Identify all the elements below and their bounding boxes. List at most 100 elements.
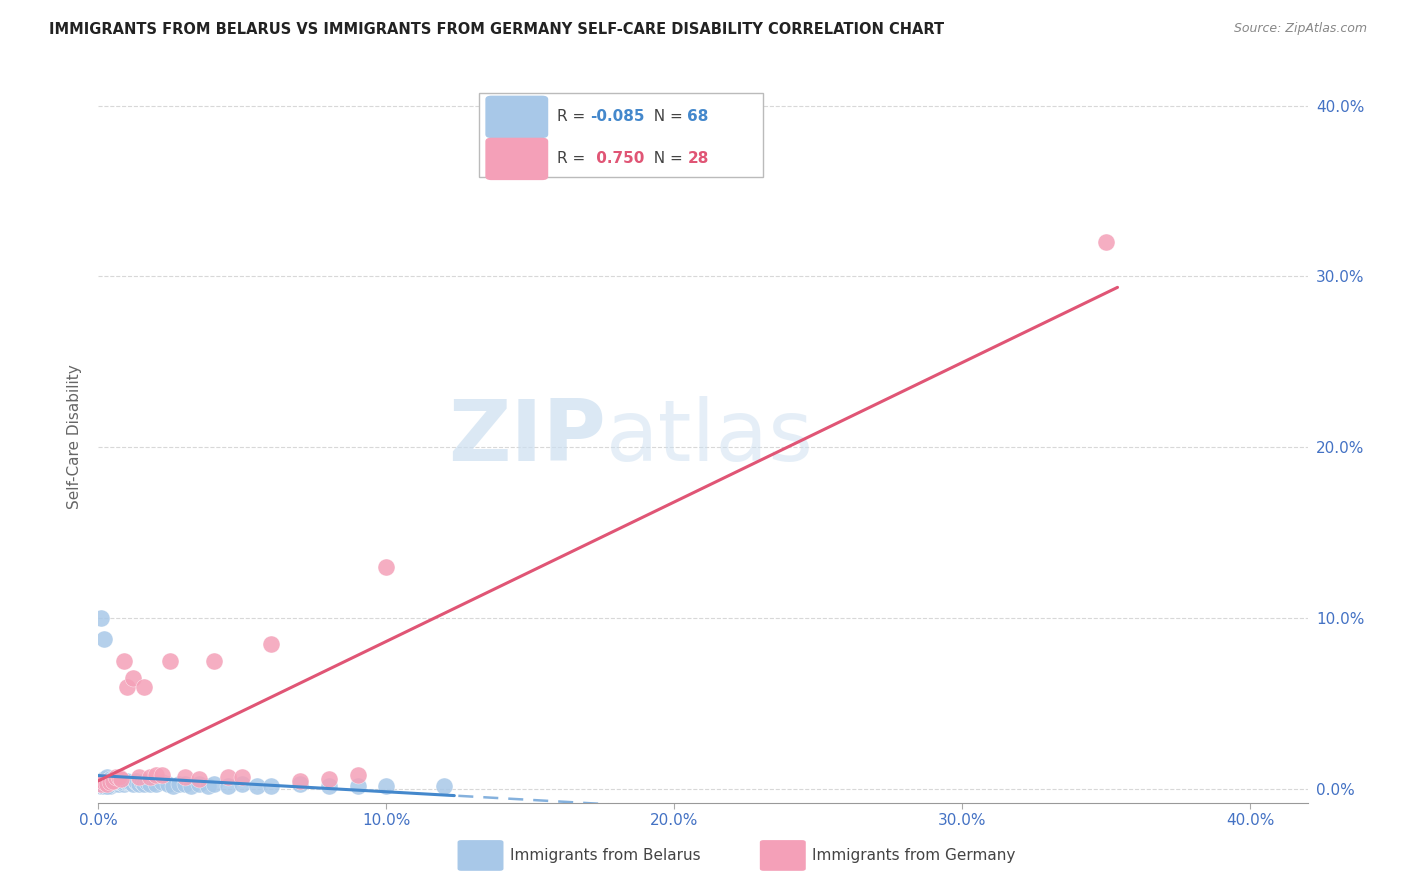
Point — [112, 777, 135, 791]
Point — [93, 773, 115, 788]
Point — [107, 770, 129, 784]
Point — [107, 777, 129, 791]
Point — [375, 779, 398, 793]
Point — [139, 770, 162, 784]
Point — [188, 777, 211, 791]
Point — [125, 775, 148, 789]
Point — [115, 680, 138, 694]
Point — [96, 777, 118, 791]
Point — [217, 770, 239, 784]
Point — [90, 779, 112, 793]
Point — [180, 779, 202, 793]
Point — [93, 777, 115, 791]
Point — [288, 773, 311, 788]
Point — [128, 770, 150, 784]
Text: 68: 68 — [688, 110, 709, 124]
FancyBboxPatch shape — [479, 94, 763, 178]
Point — [96, 779, 118, 793]
Point — [112, 775, 135, 789]
Point — [90, 777, 112, 791]
Point — [288, 777, 311, 791]
Point — [202, 654, 225, 668]
FancyBboxPatch shape — [759, 840, 806, 871]
Point — [101, 775, 124, 789]
Point — [96, 777, 118, 791]
Point — [122, 671, 145, 685]
Point — [93, 775, 115, 789]
Point — [104, 773, 127, 788]
Point — [98, 775, 121, 789]
Point — [150, 775, 173, 789]
Point — [112, 654, 135, 668]
Point — [96, 772, 118, 786]
Point — [93, 632, 115, 646]
Text: 0.750: 0.750 — [591, 152, 644, 167]
Text: atlas: atlas — [606, 395, 814, 479]
Point — [145, 768, 167, 782]
Point — [98, 773, 121, 788]
Point — [1095, 235, 1118, 250]
Point — [90, 611, 112, 625]
Point — [110, 772, 132, 786]
Point — [131, 775, 153, 789]
Point — [173, 770, 195, 784]
Point — [136, 775, 159, 789]
Point — [96, 775, 118, 789]
Text: Source: ZipAtlas.com: Source: ZipAtlas.com — [1233, 22, 1367, 36]
Point — [159, 654, 181, 668]
Point — [104, 775, 127, 789]
Text: R =: R = — [557, 110, 589, 124]
Point — [318, 779, 340, 793]
Text: IMMIGRANTS FROM BELARUS VS IMMIGRANTS FROM GERMANY SELF-CARE DISABILITY CORRELAT: IMMIGRANTS FROM BELARUS VS IMMIGRANTS FR… — [49, 22, 945, 37]
Point — [128, 777, 150, 791]
Point — [93, 775, 115, 789]
Text: Immigrants from Belarus: Immigrants from Belarus — [509, 848, 700, 863]
Point — [115, 773, 138, 788]
Point — [104, 777, 127, 791]
Point — [101, 773, 124, 788]
Point — [145, 777, 167, 791]
Point — [246, 779, 269, 793]
Point — [101, 777, 124, 791]
Point — [346, 779, 368, 793]
Point — [101, 772, 124, 786]
Text: Immigrants from Germany: Immigrants from Germany — [811, 848, 1015, 863]
FancyBboxPatch shape — [485, 95, 548, 138]
Point — [115, 775, 138, 789]
Point — [110, 775, 132, 789]
Point — [217, 779, 239, 793]
Point — [96, 770, 118, 784]
Point — [202, 777, 225, 791]
Point — [188, 772, 211, 786]
Point — [101, 773, 124, 788]
Text: 28: 28 — [688, 152, 709, 167]
Point — [93, 779, 115, 793]
Point — [96, 773, 118, 788]
Point — [318, 772, 340, 786]
FancyBboxPatch shape — [485, 137, 548, 180]
Text: N =: N = — [644, 152, 688, 167]
Point — [150, 768, 173, 782]
Point — [134, 680, 156, 694]
Point — [260, 637, 283, 651]
Point — [96, 777, 118, 791]
Point — [107, 775, 129, 789]
Y-axis label: Self-Care Disability: Self-Care Disability — [67, 365, 83, 509]
Point — [90, 775, 112, 789]
Point — [110, 773, 132, 788]
Point — [197, 779, 219, 793]
Point — [90, 777, 112, 791]
Text: R =: R = — [557, 152, 589, 167]
Point — [375, 560, 398, 574]
Point — [173, 777, 195, 791]
Point — [134, 777, 156, 791]
Point — [98, 779, 121, 793]
Point — [122, 777, 145, 791]
Point — [231, 777, 253, 791]
Point — [107, 773, 129, 788]
Point — [120, 775, 142, 789]
Point — [93, 779, 115, 793]
Point — [96, 779, 118, 793]
Point — [260, 779, 283, 793]
Point — [167, 777, 190, 791]
